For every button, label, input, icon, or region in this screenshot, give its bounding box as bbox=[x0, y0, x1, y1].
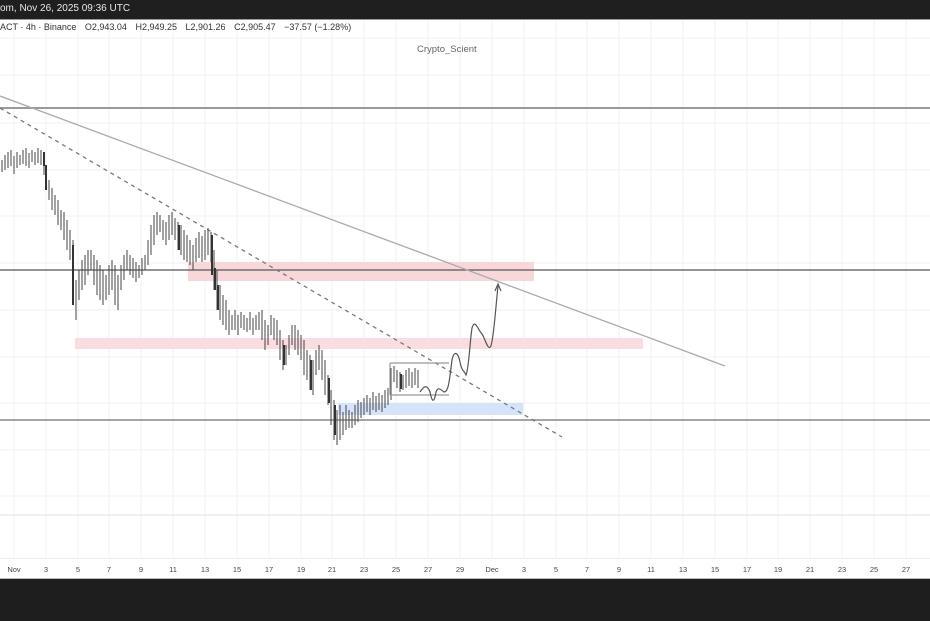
author-watermark: Crypto_Scient bbox=[417, 44, 477, 55]
high-value: H2,949.25 bbox=[135, 22, 177, 32]
x-axis-tick: 17 bbox=[264, 565, 274, 574]
change-value: −37.57 (−1.28%) bbox=[284, 22, 352, 32]
x-axis-tick: 19 bbox=[296, 565, 306, 574]
x-axis-tick: 9 bbox=[616, 565, 622, 574]
open-value: O2,943.04 bbox=[84, 22, 127, 32]
x-axis-tick: Nov bbox=[7, 565, 21, 574]
x-axis-tick: 21 bbox=[327, 565, 337, 574]
x-axis-tick: 9 bbox=[138, 565, 144, 574]
chart-canvas[interactable] bbox=[0, 0, 930, 578]
grid bbox=[0, 20, 930, 558]
x-axis-tick: 17 bbox=[742, 565, 752, 574]
demand-zone[interactable] bbox=[338, 403, 523, 415]
x-axis-tick: 3 bbox=[43, 565, 49, 574]
x-axis-tick: 5 bbox=[75, 565, 81, 574]
x-axis-tick: 15 bbox=[232, 565, 242, 574]
header-title: om, Nov 26, 2025 09:36 UTC bbox=[0, 3, 131, 14]
x-axis-tick: 13 bbox=[678, 565, 688, 574]
x-axis-tick: 7 bbox=[584, 565, 590, 574]
x-axis-tick: 23 bbox=[359, 565, 369, 574]
descending-trendline[interactable] bbox=[0, 95, 726, 367]
supply-zone-upper[interactable] bbox=[188, 262, 534, 281]
symbol-label: ACT · 4h · Binance bbox=[0, 22, 77, 32]
x-axis-tick: 25 bbox=[391, 565, 401, 574]
x-axis-tick: 13 bbox=[200, 565, 210, 574]
low-value: L2,901.26 bbox=[185, 22, 226, 32]
x-axis-tick: 29 bbox=[455, 565, 465, 574]
top-bar: om, Nov 26, 2025 09:36 UTC bbox=[0, 0, 930, 20]
x-axis-tick: 27 bbox=[423, 565, 433, 574]
x-axis[interactable]: Nov 3 5 7 9 11 13 15 17 19 21 23 25 27 29 Dec 3 5 7 9 11 13 15… bbox=[0, 558, 930, 579]
projection-path[interactable] bbox=[419, 285, 499, 401]
x-axis-tick: 21 bbox=[805, 565, 815, 574]
bearish-candles bbox=[43, 152, 402, 435]
x-axis-tick: 3 bbox=[521, 565, 527, 574]
ohlc-legend: ACT · 4h · Binance O2,943.04 H2,949.25 L… bbox=[0, 22, 357, 32]
chart-area[interactable] bbox=[0, 20, 930, 578]
x-axis-tick: 7 bbox=[106, 565, 112, 574]
x-axis-tick: 11 bbox=[647, 565, 655, 574]
x-axis-tick: 5 bbox=[553, 565, 559, 574]
footer-bar bbox=[0, 578, 930, 621]
x-axis-tick: 23 bbox=[837, 565, 847, 574]
x-axis-tick: 15 bbox=[710, 565, 720, 574]
range-box[interactable] bbox=[389, 362, 449, 396]
x-axis-tick: Dec bbox=[485, 565, 499, 574]
close-value: C2,905.47 bbox=[234, 22, 276, 32]
arrow-up-icon bbox=[494, 282, 502, 292]
supply-zone-lower[interactable] bbox=[75, 338, 643, 349]
candlesticks bbox=[1, 148, 419, 445]
x-axis-tick: 11 bbox=[169, 565, 177, 574]
x-axis-tick: 25 bbox=[869, 565, 879, 574]
x-axis-tick: 27 bbox=[901, 565, 911, 574]
x-axis-tick: 19 bbox=[773, 565, 783, 574]
